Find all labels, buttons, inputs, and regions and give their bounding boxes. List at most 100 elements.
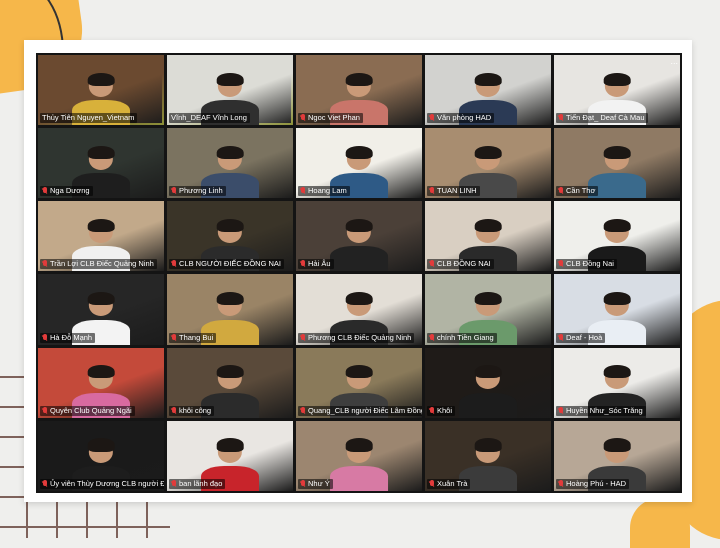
participant-nametag: Phương CLB Điếc Quảng Ninh [298, 332, 415, 343]
participant-nametag: ban lãnh đạo [169, 478, 226, 489]
mic-muted-icon [300, 260, 306, 268]
participant-nametag: Hà Đỗ Mạnh [40, 332, 96, 343]
video-tile[interactable]: Hoàng Phú - HAD [554, 420, 680, 491]
video-tile[interactable]: Nga Dương [38, 128, 164, 199]
participant-name: Nga Dương [50, 186, 90, 196]
participant-name: khôi công [179, 405, 212, 415]
mic-muted-icon [429, 333, 435, 342]
video-tile[interactable]: Deaf - Hoà [554, 274, 680, 345]
video-tile[interactable]: Xuân Trà [425, 420, 551, 491]
participant-nametag: Hoàng Phú - HAD [556, 478, 630, 489]
participant-name: Hà Đỗ Mạnh [50, 332, 93, 342]
mic-muted-icon [429, 406, 435, 415]
video-tile[interactable]: Trần Lợi CLB Điếc Quảng Ninh [38, 201, 164, 272]
video-tile[interactable]: Như Ý [296, 420, 422, 491]
participant-video-figure [588, 144, 646, 199]
mic-muted-icon [429, 187, 435, 195]
participant-nametag: Vĩnh_DEAF Vĩnh Long [169, 113, 250, 124]
participant-nametag: Văn phòng HAD [427, 113, 495, 124]
participant-name: Quyên Club Quảng Ngãi [50, 405, 132, 415]
video-tile[interactable]: ban lãnh đạo [167, 420, 293, 491]
mic-muted-icon [558, 114, 564, 122]
participant-name: Deaf - Hoà [566, 332, 603, 342]
participant-name: CLB Đồng Nai [566, 259, 614, 269]
video-tile[interactable]: Vĩnh_DEAF Vĩnh Long [167, 55, 293, 126]
mic-muted-icon [429, 260, 435, 268]
participant-video-figure [330, 217, 388, 272]
more-options-icon[interactable]: ... [670, 56, 678, 66]
participant-nametag: Ngoc Viet Phan [298, 113, 363, 124]
video-tile[interactable]: chính Tiền Giang [425, 274, 551, 345]
participant-nametag: khôi công [169, 405, 215, 416]
mic-muted-icon [558, 260, 564, 268]
video-tile[interactable]: Thủy Tiên Nguyen_Vietnam [38, 55, 164, 126]
participant-name: Trần Lợi CLB Điếc Quảng Ninh [50, 259, 154, 269]
video-tile[interactable]: TUAN LINH [425, 128, 551, 199]
video-tile[interactable]: CLB Đồng Nai [554, 201, 680, 272]
participant-nametag: Quang_CLB người Điếc Lâm Đồng [298, 405, 422, 416]
participant-nametag: CLB Đồng Nai [556, 259, 617, 270]
participant-name: Phương CLB Điếc Quảng Ninh [308, 332, 412, 342]
video-tile[interactable]: Quang_CLB người Điếc Lâm Đồng [296, 347, 422, 418]
participant-nametag: Hoang Lam [298, 186, 350, 197]
participant-nametag: TUAN LINH [427, 186, 480, 197]
participant-nametag: Quyên Club Quảng Ngãi [40, 405, 135, 416]
video-tile[interactable]: CLB NGƯỜI ĐIẾC ĐỒNG NAI [167, 201, 293, 272]
mic-muted-icon [300, 406, 306, 415]
video-tile[interactable]: Văn phòng HAD [425, 55, 551, 126]
participant-nametag: Deaf - Hoà [556, 332, 606, 343]
participant-name: Như Ý [308, 478, 330, 488]
mic-muted-icon [558, 333, 564, 342]
participant-name: TUAN LINH [437, 186, 477, 196]
participant-name: Huyền Như_Sóc Trăng [566, 405, 643, 415]
mic-muted-icon [300, 187, 306, 195]
mic-muted-icon [171, 406, 177, 415]
participant-video-figure [459, 436, 517, 491]
gallery-grid: Thủy Tiên Nguyen_Vietnam Vĩnh_DEAF Vĩnh L… [36, 53, 682, 493]
video-tile[interactable]: Phương CLB Điếc Quảng Ninh [296, 274, 422, 345]
participant-nametag: Cần Thơ [556, 186, 599, 197]
participant-nametag: Như Ý [298, 478, 333, 489]
participant-nametag: Khôi [427, 405, 456, 416]
video-tile[interactable]: Hoang Lam [296, 128, 422, 199]
participant-name: Xuân Trà [437, 478, 468, 488]
participant-video-figure [459, 363, 517, 418]
participant-nametag: Thủy Tiên Nguyen_Vietnam [40, 113, 138, 124]
participant-name: Quang_CLB người Điếc Lâm Đồng [308, 405, 422, 415]
participant-name: Khôi [437, 405, 453, 415]
mic-muted-icon [558, 406, 564, 415]
video-tile[interactable]: Phương Linh [167, 128, 293, 199]
participant-name: Vĩnh_DEAF Vĩnh Long [171, 113, 247, 123]
video-tile[interactable]: ... Tiến Đạt_ Deaf Cà Mau [554, 55, 680, 126]
participant-video-figure [201, 363, 259, 418]
mic-muted-icon [42, 260, 48, 268]
participant-nametag: Huyền Như_Sóc Trăng [556, 405, 646, 416]
participant-nametag: chính Tiền Giang [427, 332, 497, 343]
video-tile[interactable]: Hải Âu [296, 201, 422, 272]
participant-name: ban lãnh đạo [179, 478, 223, 488]
mic-muted-icon [42, 333, 48, 342]
participant-name: Cần Thơ [566, 186, 596, 196]
mic-muted-icon [300, 333, 306, 342]
video-tile[interactable]: Ủy viên Thùy Dương CLB người Điếc [38, 420, 164, 491]
participant-nametag: Xuân Trà [427, 478, 471, 489]
mic-muted-icon [429, 114, 435, 122]
video-tile[interactable]: Hà Đỗ Mạnh [38, 274, 164, 345]
participant-name: Hoàng Phú - HAD [566, 478, 627, 488]
participant-video-figure [459, 290, 517, 345]
participant-name: Ngoc Viet Phan [308, 113, 360, 123]
mic-muted-icon [300, 114, 306, 122]
video-tile[interactable]: Khôi [425, 347, 551, 418]
participant-nametag: Thang Bui [169, 332, 217, 343]
video-tile[interactable]: CLB ĐỒNG NAI [425, 201, 551, 272]
video-tile[interactable]: Quyên Club Quảng Ngãi [38, 347, 164, 418]
participant-name: Thang Bui [179, 332, 214, 342]
video-tile[interactable]: Ngoc Viet Phan [296, 55, 422, 126]
participant-name: CLB ĐỒNG NAI [437, 259, 491, 269]
video-tile[interactable]: Cần Thơ [554, 128, 680, 199]
video-tile[interactable]: Thang Bui [167, 274, 293, 345]
video-tile[interactable]: Huyền Như_Sóc Trăng [554, 347, 680, 418]
mic-muted-icon [171, 260, 177, 268]
participant-nametag: Hải Âu [298, 259, 334, 270]
video-tile[interactable]: khôi công [167, 347, 293, 418]
